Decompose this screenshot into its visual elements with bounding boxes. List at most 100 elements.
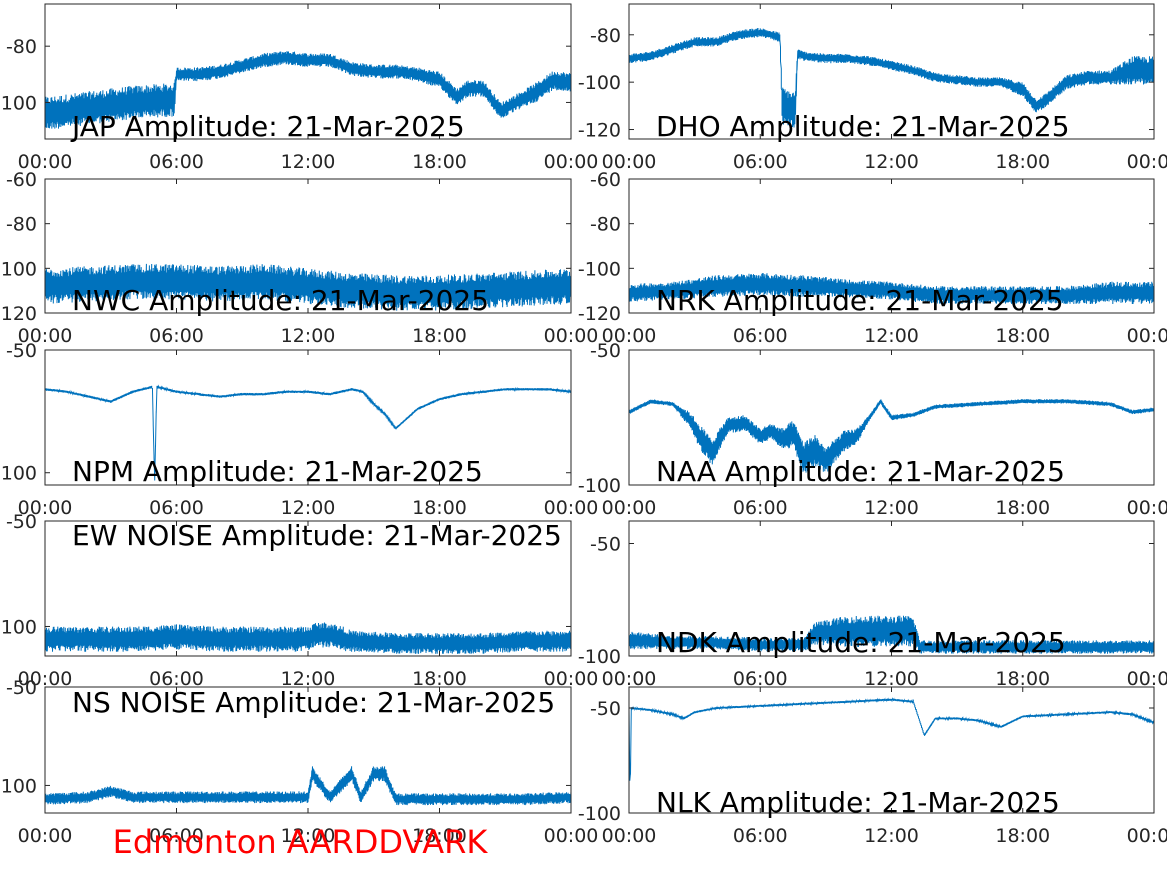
y-tick-label: -50 bbox=[590, 698, 621, 720]
x-tick-label: 18:00 bbox=[995, 825, 1050, 847]
x-tick-label: 00:00 bbox=[18, 668, 73, 690]
series-line bbox=[45, 51, 571, 129]
x-tick-label: 00:00 bbox=[602, 325, 657, 347]
y-tick-label: -100 bbox=[578, 258, 621, 280]
y-tick-label: 100 bbox=[1, 92, 37, 114]
x-tick-label: 12:00 bbox=[281, 825, 336, 847]
footer-label: Edmonton AARDDVARK bbox=[113, 823, 489, 861]
panel-title: NDK Amplitude: 21-Mar-2025 bbox=[656, 626, 1066, 659]
x-tick-label: 00:00 bbox=[1127, 325, 1167, 347]
panel-title: NPM Amplitude: 21-Mar-2025 bbox=[72, 455, 483, 488]
x-tick-label: 00:00 bbox=[602, 151, 657, 173]
x-tick-label: 18:00 bbox=[412, 825, 467, 847]
panel-title: NLK Amplitude: 21-Mar-2025 bbox=[656, 786, 1060, 819]
x-tick-label: 12:00 bbox=[281, 497, 336, 519]
x-tick-label: 06:00 bbox=[149, 497, 204, 519]
panel-9: 00:00 06:00 12:00 18:00 00:00 -50 100 NS NOISE … bbox=[1, 677, 599, 847]
x-tick-label: 18:00 bbox=[995, 668, 1050, 690]
y-tick-label: -50 bbox=[590, 534, 621, 556]
y-tick-label: -60 bbox=[590, 169, 621, 191]
y-tick-label: -120 bbox=[578, 120, 621, 142]
y-tick-label: -120 bbox=[578, 303, 621, 325]
series-line bbox=[629, 697, 1154, 781]
x-tick-label: 00:00 bbox=[18, 325, 73, 347]
x-tick-label: 12:00 bbox=[864, 151, 919, 173]
x-tick-label: 06:00 bbox=[149, 668, 204, 690]
y-tick-label: -50 bbox=[6, 340, 37, 362]
y-tick-label: -80 bbox=[590, 25, 621, 47]
y-tick-label: -50 bbox=[6, 677, 37, 699]
panel-4: 00:00 06:00 12:00 18:00 00:00 -60 -80 -100 -120 N… bbox=[578, 169, 1167, 347]
x-tick-label: 12:00 bbox=[281, 668, 336, 690]
x-tick-label: 18:00 bbox=[412, 325, 467, 347]
panel-title: NS NOISE Amplitude: 21-Mar-2025 bbox=[72, 686, 555, 719]
series-line bbox=[45, 263, 571, 311]
x-tick-label: 00:00 bbox=[18, 825, 73, 847]
x-tick-label: 00:00 bbox=[544, 668, 599, 690]
y-tick-label: 100 bbox=[1, 775, 37, 797]
series-line bbox=[45, 384, 571, 481]
x-tick-label: 00:00 bbox=[1127, 151, 1167, 173]
panel-title: DHO Amplitude: 21-Mar-2025 bbox=[656, 110, 1070, 143]
x-tick-label: 00:00 bbox=[544, 825, 599, 847]
x-tick-label: 06:00 bbox=[733, 151, 788, 173]
series-line bbox=[45, 766, 571, 806]
x-tick-label: 06:00 bbox=[149, 151, 204, 173]
x-tick-label: 12:00 bbox=[281, 151, 336, 173]
y-tick-label: -50 bbox=[6, 511, 37, 533]
x-tick-label: 00:00 bbox=[1127, 825, 1167, 847]
x-tick-label: 00:00 bbox=[18, 497, 73, 519]
x-tick-label: 06:00 bbox=[733, 497, 788, 519]
x-tick-label: 12:00 bbox=[864, 668, 919, 690]
x-tick-label: 18:00 bbox=[995, 325, 1050, 347]
series-line bbox=[629, 273, 1154, 305]
y-tick-label: -60 bbox=[6, 169, 37, 191]
x-tick-label: 00:00 bbox=[602, 497, 657, 519]
x-tick-label: 06:00 bbox=[733, 668, 788, 690]
y-tick-label: -100 bbox=[578, 646, 621, 668]
y-tick-label: -80 bbox=[590, 214, 621, 236]
y-tick-label: -50 bbox=[590, 340, 621, 362]
panel-7: 00:00 06:00 12:00 18:00 00:00 -50 100 EW NOISE … bbox=[1, 511, 599, 690]
x-tick-label: 06:00 bbox=[733, 825, 788, 847]
panel-10: 00:00 06:00 12:00 18:00 00:00 -50 -100 NLK Ampl… bbox=[578, 686, 1167, 847]
x-tick-label: 06:00 bbox=[733, 325, 788, 347]
x-tick-label: 18:00 bbox=[412, 151, 467, 173]
y-tick-label: -80 bbox=[6, 36, 37, 58]
x-tick-label: 00:00 bbox=[544, 325, 599, 347]
panel-title: JAP Amplitude: 21-Mar-2025 bbox=[70, 110, 465, 143]
panel-2: 00:00 06:00 12:00 18:00 00:00 -80 -100 -120 DHO … bbox=[578, 3, 1167, 173]
y-tick-label: -100 bbox=[578, 475, 621, 497]
y-tick-label: 100 bbox=[1, 258, 37, 280]
x-tick-label: 00:00 bbox=[602, 825, 657, 847]
series-line bbox=[45, 622, 571, 654]
x-tick-label: 18:00 bbox=[995, 497, 1050, 519]
x-tick-label: 06:00 bbox=[149, 325, 204, 347]
x-tick-label: 00:00 bbox=[544, 497, 599, 519]
series-line bbox=[629, 615, 1154, 654]
x-tick-label: 12:00 bbox=[864, 825, 919, 847]
y-tick-label: -100 bbox=[578, 803, 621, 825]
x-tick-label: 18:00 bbox=[995, 151, 1050, 173]
y-tick-label: 100 bbox=[1, 616, 37, 638]
x-tick-label: 18:00 bbox=[412, 668, 467, 690]
panel-8: 00:00 06:00 12:00 18:00 00:00 -50 -100 NDK Ampl… bbox=[578, 520, 1167, 690]
panel-5: 00:00 06:00 12:00 18:00 00:00 -50 100 NPM Ampli… bbox=[1, 340, 599, 519]
panel-title: NWC Amplitude: 21-Mar-2025 bbox=[72, 284, 489, 317]
panel-1: 00:00 06:00 12:00 18:00 00:00 -80 100 JAP Ampli… bbox=[1, 3, 599, 173]
x-tick-label: 00:00 bbox=[1127, 497, 1167, 519]
x-tick-label: 12:00 bbox=[864, 325, 919, 347]
x-tick-label: 06:00 bbox=[149, 825, 204, 847]
x-tick-label: 00:00 bbox=[1127, 668, 1167, 690]
y-tick-label: -80 bbox=[6, 214, 37, 236]
x-tick-label: 12:00 bbox=[864, 497, 919, 519]
y-tick-label: 120 bbox=[1, 303, 37, 325]
series-line bbox=[629, 27, 1154, 128]
panel-3: 00:00 06:00 12:00 18:00 00:00 -60 -80 100 120 NWC… bbox=[1, 169, 599, 347]
x-tick-label: 00:00 bbox=[18, 151, 73, 173]
x-tick-label: 00:00 bbox=[544, 151, 599, 173]
x-tick-label: 12:00 bbox=[281, 325, 336, 347]
panel-title: EW NOISE Amplitude: 21-Mar-2025 bbox=[72, 519, 562, 552]
y-tick-label: 100 bbox=[1, 463, 37, 485]
